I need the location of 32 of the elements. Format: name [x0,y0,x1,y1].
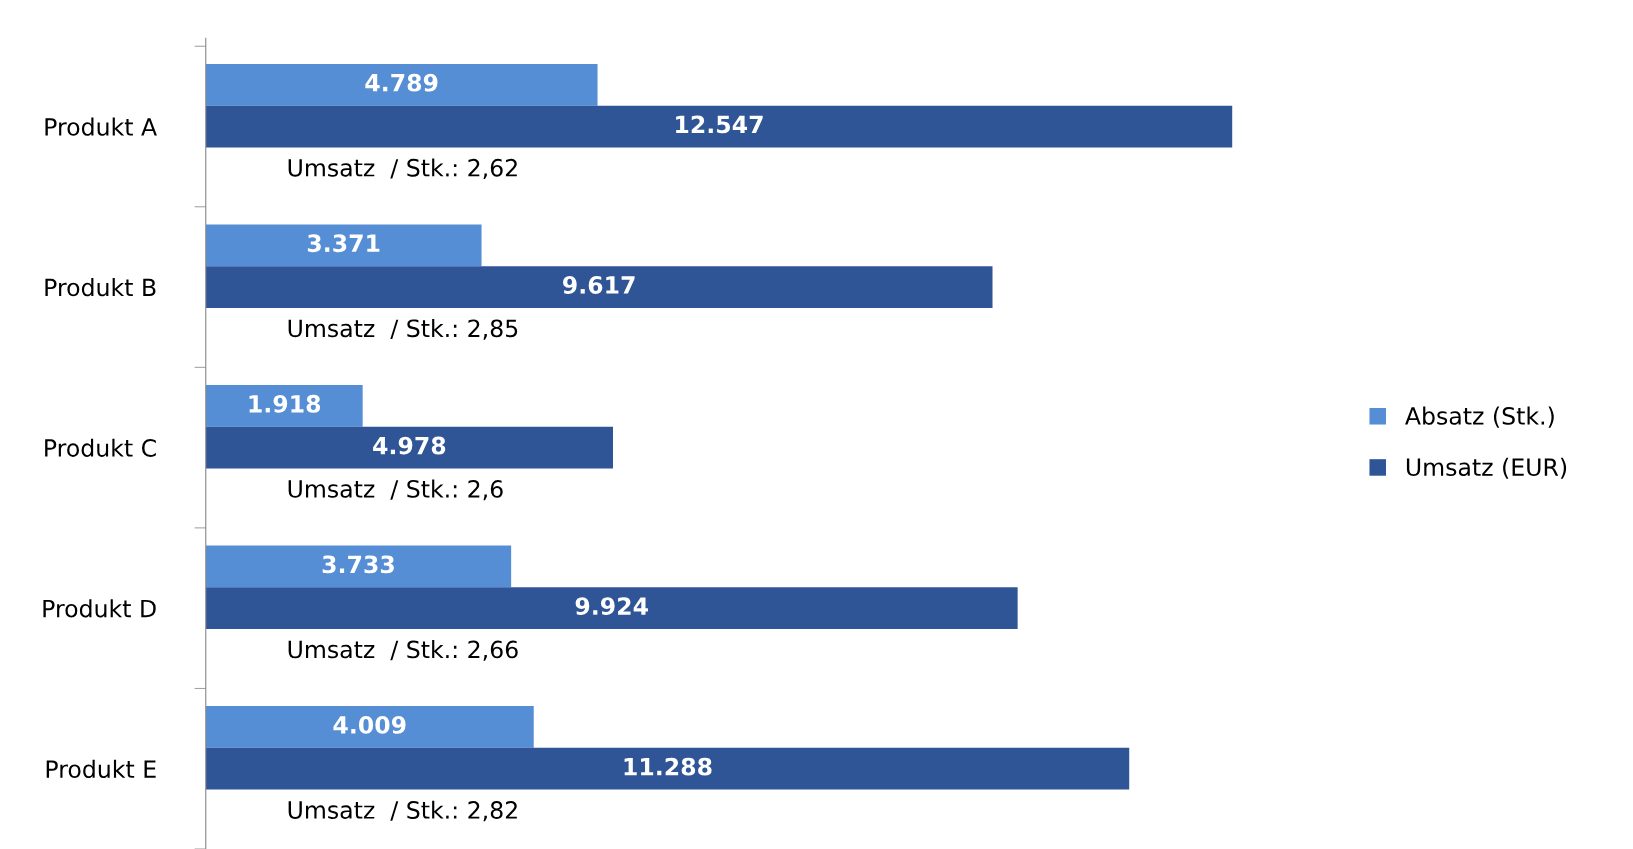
data-label: 3.733 [322,555,394,574]
y-tick-label: Produkt A [45,117,157,136]
bar [205,105,1233,148]
annotation: Umsatz / Stk.: 2,66 [288,640,518,661]
y-tick-label: Produkt D [43,599,156,618]
data-label: 3.371 [307,234,380,253]
bar [205,385,363,427]
data-label: 1.918 [249,394,321,413]
bar [205,266,993,308]
bar [205,224,482,267]
annotation: Umsatz / Stk.: 2,85 [288,318,518,340]
annotation: Umsatz / Stk.: 2,6 [288,479,503,501]
bar [205,63,598,106]
data-label: 12.547 [676,115,763,134]
annotation: Umsatz / Stk.: 2,62 [288,158,517,180]
y-tick-label: Produkt C [45,438,156,457]
data-label: 4.978 [373,436,446,455]
bar [205,747,1130,790]
bar [205,426,613,469]
data-label: 9.924 [575,597,648,616]
annotation: Umsatz / Stk.: 2,82 [288,800,517,822]
bar [205,587,1018,630]
data-label: 11.288 [624,757,712,776]
legend-label: Absatz (Stk.) [1405,406,1554,428]
data-label: 9.617 [563,276,635,294]
data-label: 4.009 [333,715,406,734]
data-label: 4.789 [365,73,438,92]
bar [205,706,534,748]
bar [205,545,512,588]
y-tick-label: Produkt E [46,759,156,779]
legend-label: Umsatz (EUR) [1406,457,1567,479]
y-tick-label: Produkt B [45,278,156,297]
